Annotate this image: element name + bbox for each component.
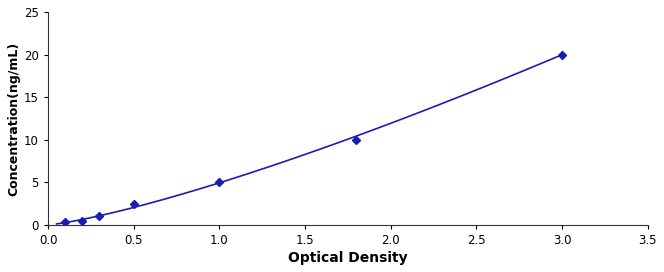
Y-axis label: Concentration(ng/mL): Concentration(ng/mL): [7, 41, 20, 196]
X-axis label: Optical Density: Optical Density: [288, 251, 408, 265]
